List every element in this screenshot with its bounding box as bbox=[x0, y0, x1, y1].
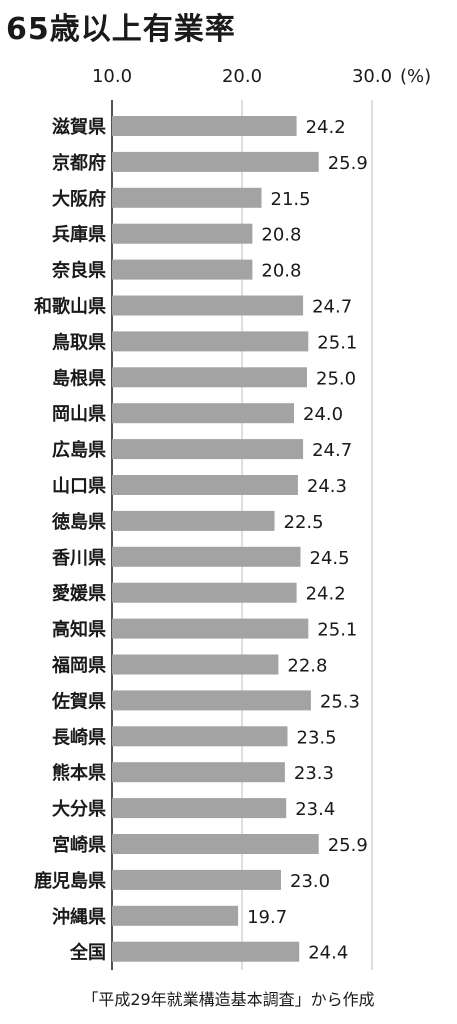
value-label: 25.3 bbox=[320, 691, 360, 712]
category-label: 京都府 bbox=[52, 152, 106, 174]
category-label: 高知県 bbox=[52, 619, 106, 641]
value-label: 20.8 bbox=[261, 225, 301, 246]
bar bbox=[112, 187, 262, 208]
category-label: 岡山県 bbox=[52, 404, 106, 425]
category-label: 長崎県 bbox=[52, 726, 106, 748]
category-label: 全国 bbox=[69, 942, 106, 964]
bar bbox=[112, 510, 275, 531]
value-label: 25.1 bbox=[317, 620, 357, 641]
value-label: 24.2 bbox=[306, 117, 346, 138]
category-label: 鳥取県 bbox=[52, 331, 106, 353]
bar bbox=[112, 690, 311, 711]
category-label: 奈良県 bbox=[51, 260, 106, 282]
unit-label: (%) bbox=[400, 66, 431, 87]
bar bbox=[112, 654, 279, 675]
bar bbox=[112, 582, 297, 603]
value-label: 25.9 bbox=[328, 835, 368, 856]
bar bbox=[112, 834, 319, 854]
value-label: 25.9 bbox=[328, 153, 368, 174]
category-label: 大阪府 bbox=[52, 188, 106, 210]
value-label: 23.4 bbox=[295, 799, 335, 820]
category-label: 沖縄県 bbox=[52, 906, 106, 928]
bar bbox=[112, 151, 319, 172]
bar bbox=[112, 439, 304, 460]
bar bbox=[112, 403, 294, 424]
category-label: 愛媛県 bbox=[52, 583, 106, 605]
category-label: 香川県 bbox=[51, 548, 106, 569]
value-label: 19.7 bbox=[247, 907, 287, 928]
value-label: 24.0 bbox=[303, 404, 343, 425]
bar bbox=[112, 546, 301, 567]
value-label: 22.5 bbox=[284, 512, 324, 533]
bar bbox=[112, 259, 253, 280]
category-label: 熊本県 bbox=[52, 762, 106, 784]
x-tick-label: 10.0 bbox=[92, 66, 132, 87]
category-label: 兵庫県 bbox=[52, 224, 106, 246]
value-label: 24.5 bbox=[310, 548, 350, 569]
value-label: 25.0 bbox=[316, 368, 356, 389]
value-label: 25.1 bbox=[317, 332, 357, 353]
category-label: 広島県 bbox=[52, 439, 106, 461]
bar bbox=[112, 869, 281, 890]
bar bbox=[112, 223, 253, 244]
bar bbox=[112, 762, 285, 783]
value-label: 24.2 bbox=[306, 584, 346, 605]
value-label: 21.5 bbox=[271, 189, 311, 210]
category-label: 佐賀県 bbox=[51, 690, 106, 712]
category-label: 島根県 bbox=[52, 367, 106, 389]
chart-title: 65歳以上有業率 bbox=[6, 12, 236, 47]
source-note: 「平成29年就業構造基本調査」から作成 bbox=[82, 990, 375, 1009]
x-tick-label: 20.0 bbox=[222, 66, 262, 87]
category-label: 宮崎県 bbox=[52, 834, 106, 856]
category-label: 山口県 bbox=[52, 476, 106, 497]
bar bbox=[112, 726, 288, 747]
category-label: 鹿児島県 bbox=[34, 870, 106, 892]
value-label: 23.0 bbox=[290, 871, 330, 892]
value-label: 20.8 bbox=[261, 261, 301, 282]
value-label: 24.7 bbox=[312, 440, 352, 461]
bar bbox=[112, 295, 304, 316]
bar bbox=[112, 798, 287, 819]
category-label: 徳島県 bbox=[51, 511, 106, 533]
bar bbox=[112, 116, 297, 136]
bar bbox=[112, 367, 307, 388]
category-label: 滋賀県 bbox=[52, 116, 106, 138]
value-label: 22.8 bbox=[287, 656, 327, 677]
category-label: 大分県 bbox=[52, 798, 106, 820]
x-tick-label: 30.0 bbox=[352, 66, 392, 87]
category-label: 福岡県 bbox=[51, 655, 106, 677]
bar bbox=[112, 905, 239, 926]
bar bbox=[112, 618, 309, 639]
value-label: 23.5 bbox=[297, 727, 337, 748]
bar bbox=[112, 475, 298, 495]
value-label: 24.4 bbox=[308, 943, 348, 964]
value-label: 24.3 bbox=[307, 476, 347, 497]
bar bbox=[112, 331, 309, 352]
category-label: 和歌山県 bbox=[34, 296, 106, 318]
value-label: 24.7 bbox=[312, 297, 352, 318]
bar bbox=[112, 941, 300, 962]
value-label: 23.3 bbox=[294, 763, 334, 784]
